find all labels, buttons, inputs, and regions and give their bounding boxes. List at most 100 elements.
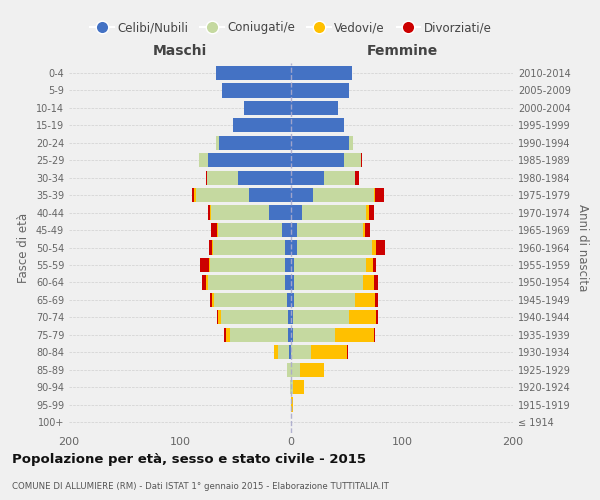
Bar	[224, 328, 226, 342]
Bar	[208, 153, 291, 168]
Bar	[208, 206, 210, 220]
Bar	[269, 206, 291, 220]
Bar	[208, 275, 286, 289]
Bar	[335, 328, 374, 342]
Bar	[214, 292, 287, 307]
Bar	[376, 188, 384, 202]
Bar	[374, 188, 376, 202]
Bar	[344, 153, 361, 168]
Bar	[361, 153, 362, 168]
Bar	[373, 258, 376, 272]
Bar	[295, 258, 367, 272]
Bar	[210, 206, 211, 220]
Bar	[365, 223, 370, 237]
Legend: Celibi/Nubili, Coniugati/e, Vedovi/e, Divorziati/e: Celibi/Nubili, Coniugati/e, Vedovi/e, Di…	[86, 16, 496, 39]
Bar	[215, 136, 219, 150]
Bar	[302, 206, 367, 220]
Bar	[219, 136, 291, 150]
Bar	[287, 328, 291, 342]
Bar	[286, 258, 291, 272]
Bar	[295, 275, 363, 289]
Bar	[249, 188, 291, 202]
Bar	[296, 240, 372, 254]
Bar	[291, 398, 293, 411]
Bar	[363, 223, 365, 237]
Bar	[282, 223, 291, 237]
Bar	[291, 136, 349, 150]
Bar	[209, 258, 210, 272]
Bar	[194, 188, 196, 202]
Bar	[291, 292, 295, 307]
Bar	[300, 362, 325, 377]
Y-axis label: Anni di nascita: Anni di nascita	[576, 204, 589, 291]
Bar	[287, 310, 291, 324]
Bar	[363, 275, 374, 289]
Text: Femmine: Femmine	[367, 44, 437, 58]
Text: Popolazione per età, sesso e stato civile - 2015: Popolazione per età, sesso e stato civil…	[12, 452, 366, 466]
Bar	[291, 328, 293, 342]
Bar	[221, 310, 287, 324]
Bar	[367, 258, 373, 272]
Bar	[291, 258, 295, 272]
Bar	[376, 292, 377, 307]
Bar	[209, 240, 212, 254]
Bar	[374, 275, 377, 289]
Bar	[368, 206, 374, 220]
Y-axis label: Fasce di età: Fasce di età	[17, 212, 30, 282]
Bar	[372, 240, 376, 254]
Bar	[217, 223, 218, 237]
Bar	[244, 100, 291, 115]
Bar	[274, 345, 278, 360]
Bar	[192, 188, 194, 202]
Bar	[291, 188, 313, 202]
Bar	[215, 66, 291, 80]
Bar	[290, 380, 291, 394]
Bar	[349, 310, 376, 324]
Bar	[210, 292, 212, 307]
Bar	[199, 153, 208, 168]
Bar	[311, 345, 347, 360]
Bar	[293, 380, 304, 394]
Bar	[291, 84, 349, 98]
Bar	[291, 153, 344, 168]
Bar	[376, 310, 377, 324]
Bar	[218, 310, 221, 324]
Bar	[200, 258, 209, 272]
Bar	[355, 292, 376, 307]
Bar	[218, 223, 282, 237]
Text: Maschi: Maschi	[153, 44, 207, 58]
Bar	[376, 240, 385, 254]
Bar	[289, 345, 291, 360]
Bar	[202, 275, 206, 289]
Bar	[206, 170, 238, 185]
Text: COMUNE DI ALLUMIERE (RM) - Dati ISTAT 1° gennaio 2015 - Elaborazione TUTTITALIA.: COMUNE DI ALLUMIERE (RM) - Dati ISTAT 1°…	[12, 482, 389, 491]
Bar	[206, 275, 208, 289]
Bar	[293, 328, 335, 342]
Bar	[238, 170, 291, 185]
Bar	[291, 66, 352, 80]
Bar	[287, 292, 291, 307]
Bar	[291, 345, 311, 360]
Bar	[349, 136, 353, 150]
Bar	[211, 206, 269, 220]
Bar	[313, 188, 374, 202]
Bar	[196, 188, 249, 202]
Bar	[291, 362, 300, 377]
Bar	[291, 170, 325, 185]
Bar	[291, 223, 296, 237]
Bar	[286, 240, 291, 254]
Bar	[355, 170, 359, 185]
Bar	[291, 310, 293, 324]
Bar	[367, 206, 369, 220]
Bar	[374, 328, 376, 342]
Bar	[286, 275, 291, 289]
Bar	[296, 223, 363, 237]
Bar	[291, 240, 296, 254]
Bar	[325, 170, 355, 185]
Bar	[291, 380, 293, 394]
Bar	[230, 328, 287, 342]
Bar	[212, 240, 214, 254]
Bar	[222, 84, 291, 98]
Bar	[278, 345, 289, 360]
Bar	[287, 362, 291, 377]
